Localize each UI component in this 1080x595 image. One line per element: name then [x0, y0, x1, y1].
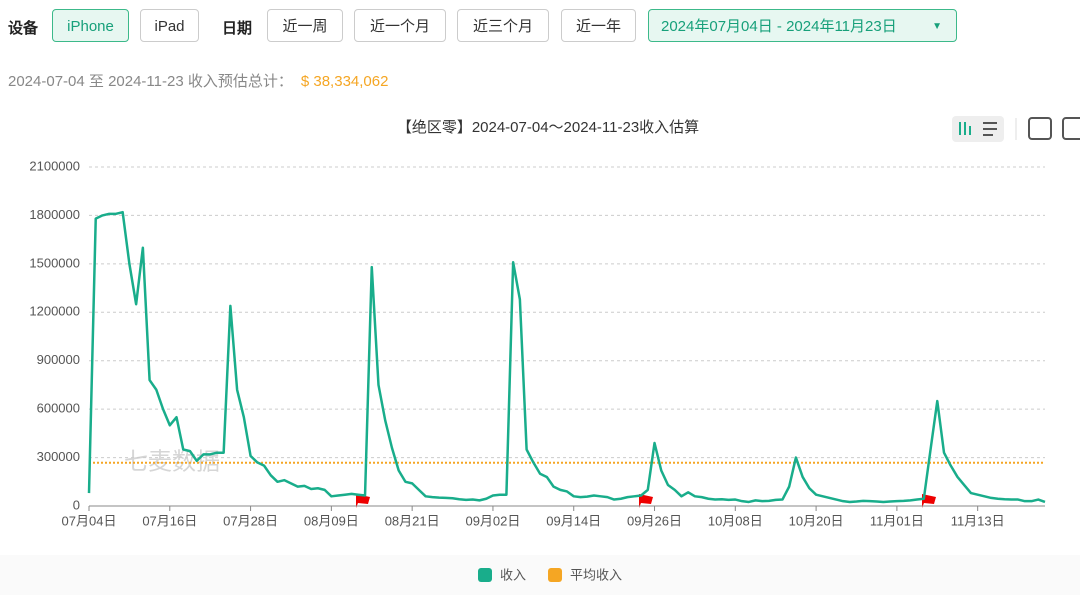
legend-label: 平均收入 — [570, 567, 622, 582]
range-button[interactable]: 近一年 — [561, 9, 636, 42]
summary-text: 2024-07-04 至 2024-11-23 收入预估总计： — [8, 73, 293, 90]
x-tick-label: 09月26日 — [627, 513, 682, 528]
x-tick-label: 09月02日 — [465, 513, 520, 528]
range-button[interactable]: 近一个月 — [354, 9, 446, 42]
dropdown-arrow: ▼ — [932, 21, 942, 32]
range-button[interactable]: 近一周 — [267, 9, 343, 42]
y-tick-label: 900000 — [37, 352, 80, 367]
y-tick-label: 600000 — [37, 401, 80, 416]
y-tick-label: 300000 — [37, 449, 80, 464]
chart-title: 【绝区零】2024-07-04～2024-11-23收入估算 — [397, 118, 699, 136]
date-range: 2024年07月04日 - 2024年11月23日 — [661, 18, 897, 35]
date-label: 日期 — [222, 20, 253, 37]
summary: 2024-07-04 至 2024-11-23 收入预估总计： $ 38,334,… — [8, 70, 388, 91]
legend-swatch — [478, 568, 492, 582]
x-tick-label: 07月04日 — [62, 513, 117, 528]
revenue-line — [87, 210, 1046, 504]
device-button[interactable]: iPhone — [52, 9, 129, 42]
y-tick-label: 1200000 — [29, 304, 80, 319]
range-button[interactable]: 近三个月 — [457, 9, 549, 42]
y-tick-label: 0 — [73, 497, 80, 512]
y-tick-label: 1500000 — [29, 255, 80, 270]
image-icon[interactable] — [1028, 117, 1052, 140]
x-tick-label: 09月14日 — [546, 513, 601, 528]
x-tick-label: 08月09日 — [304, 513, 359, 528]
event-flags — [356, 494, 936, 508]
summary-total: $ 38,334,062 — [300, 73, 389, 90]
x-tick-label: 07月16日 — [142, 513, 197, 528]
x-tick-label: 11月01日 — [870, 513, 924, 528]
x-tick-label: 10月08日 — [708, 513, 763, 528]
legend-bg — [0, 555, 1080, 595]
legend-label: 收入 — [500, 567, 526, 582]
y-tick-label: 2100000 — [29, 158, 80, 173]
watermark: 七麦数据 — [124, 448, 220, 475]
x-tick-label: 08月21日 — [385, 513, 440, 528]
x-tick-label: 11月13日 — [951, 513, 1005, 528]
device-button[interactable]: iPad — [140, 9, 199, 42]
legend-swatch — [548, 568, 563, 582]
y-tick-label: 1800000 — [29, 207, 80, 222]
device-label: 设备 — [8, 20, 39, 37]
x-tick-label: 07月28日 — [223, 513, 278, 528]
x-tick-label: 10月20日 — [789, 513, 844, 528]
download-icon[interactable] — [1062, 117, 1080, 140]
date-range-picker[interactable]: 2024年07月04日 - 2024年11月23日 ▼ — [648, 9, 957, 42]
